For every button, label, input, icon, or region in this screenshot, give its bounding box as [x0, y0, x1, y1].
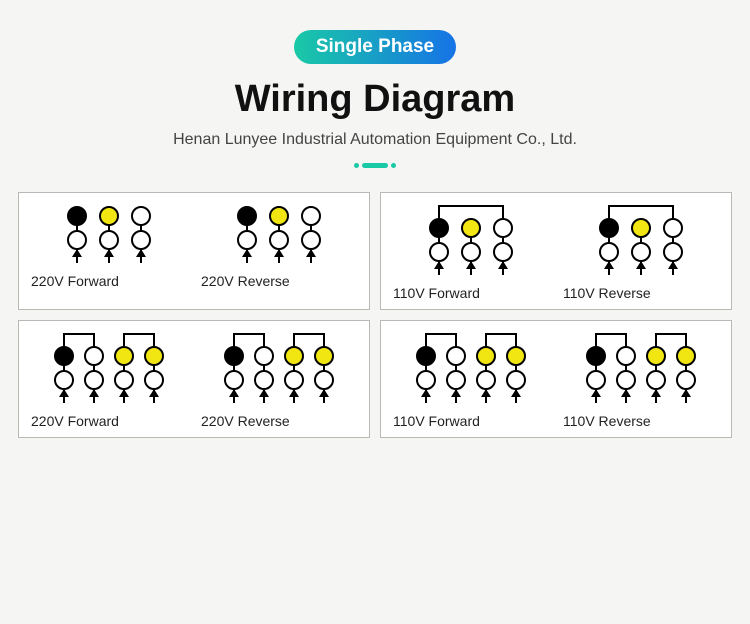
wiring-panel: 220V Forward 220V Reverse — [18, 320, 370, 438]
wiring-sub: 110V Forward — [389, 203, 553, 301]
wiring-label: 110V Forward — [393, 285, 480, 301]
wiring-label: 110V Reverse — [563, 285, 651, 301]
wiring-sub: 220V Reverse — [197, 331, 361, 429]
wiring-sub: 110V Forward — [389, 331, 553, 429]
wiring-label: 110V Reverse — [563, 413, 651, 429]
wiring-label: 220V Reverse — [201, 273, 290, 289]
wiring-sub: 110V Reverse — [559, 331, 723, 429]
header: Single Phase Wiring Diagram Henan Lunyee… — [0, 30, 750, 168]
wiring-panel: 220V Forward 220V Reverse — [18, 192, 370, 310]
wiring-label: 220V Forward — [31, 413, 119, 429]
wiring-sub: 220V Forward — [27, 203, 191, 301]
wiring-sub: 220V Forward — [27, 331, 191, 429]
subtitle: Henan Lunyee Industrial Automation Equip… — [0, 131, 750, 149]
wiring-sub: 220V Reverse — [197, 203, 361, 301]
wiring-label: 220V Forward — [31, 273, 119, 289]
wiring-label: 220V Reverse — [201, 413, 290, 429]
wiring-panel: 110V Forward 110V Reverse — [380, 192, 732, 310]
phase-badge: Single Phase — [294, 30, 456, 64]
wiring-panel: 110V Forward 110V Reverse — [380, 320, 732, 438]
divider-icon — [350, 163, 400, 168]
page-title: Wiring Diagram — [0, 78, 750, 121]
wiring-label: 110V Forward — [393, 413, 480, 429]
diagram-grid: 220V Forward220V Reverse110V Forward110V… — [18, 192, 732, 438]
wiring-sub: 110V Reverse — [559, 203, 723, 301]
